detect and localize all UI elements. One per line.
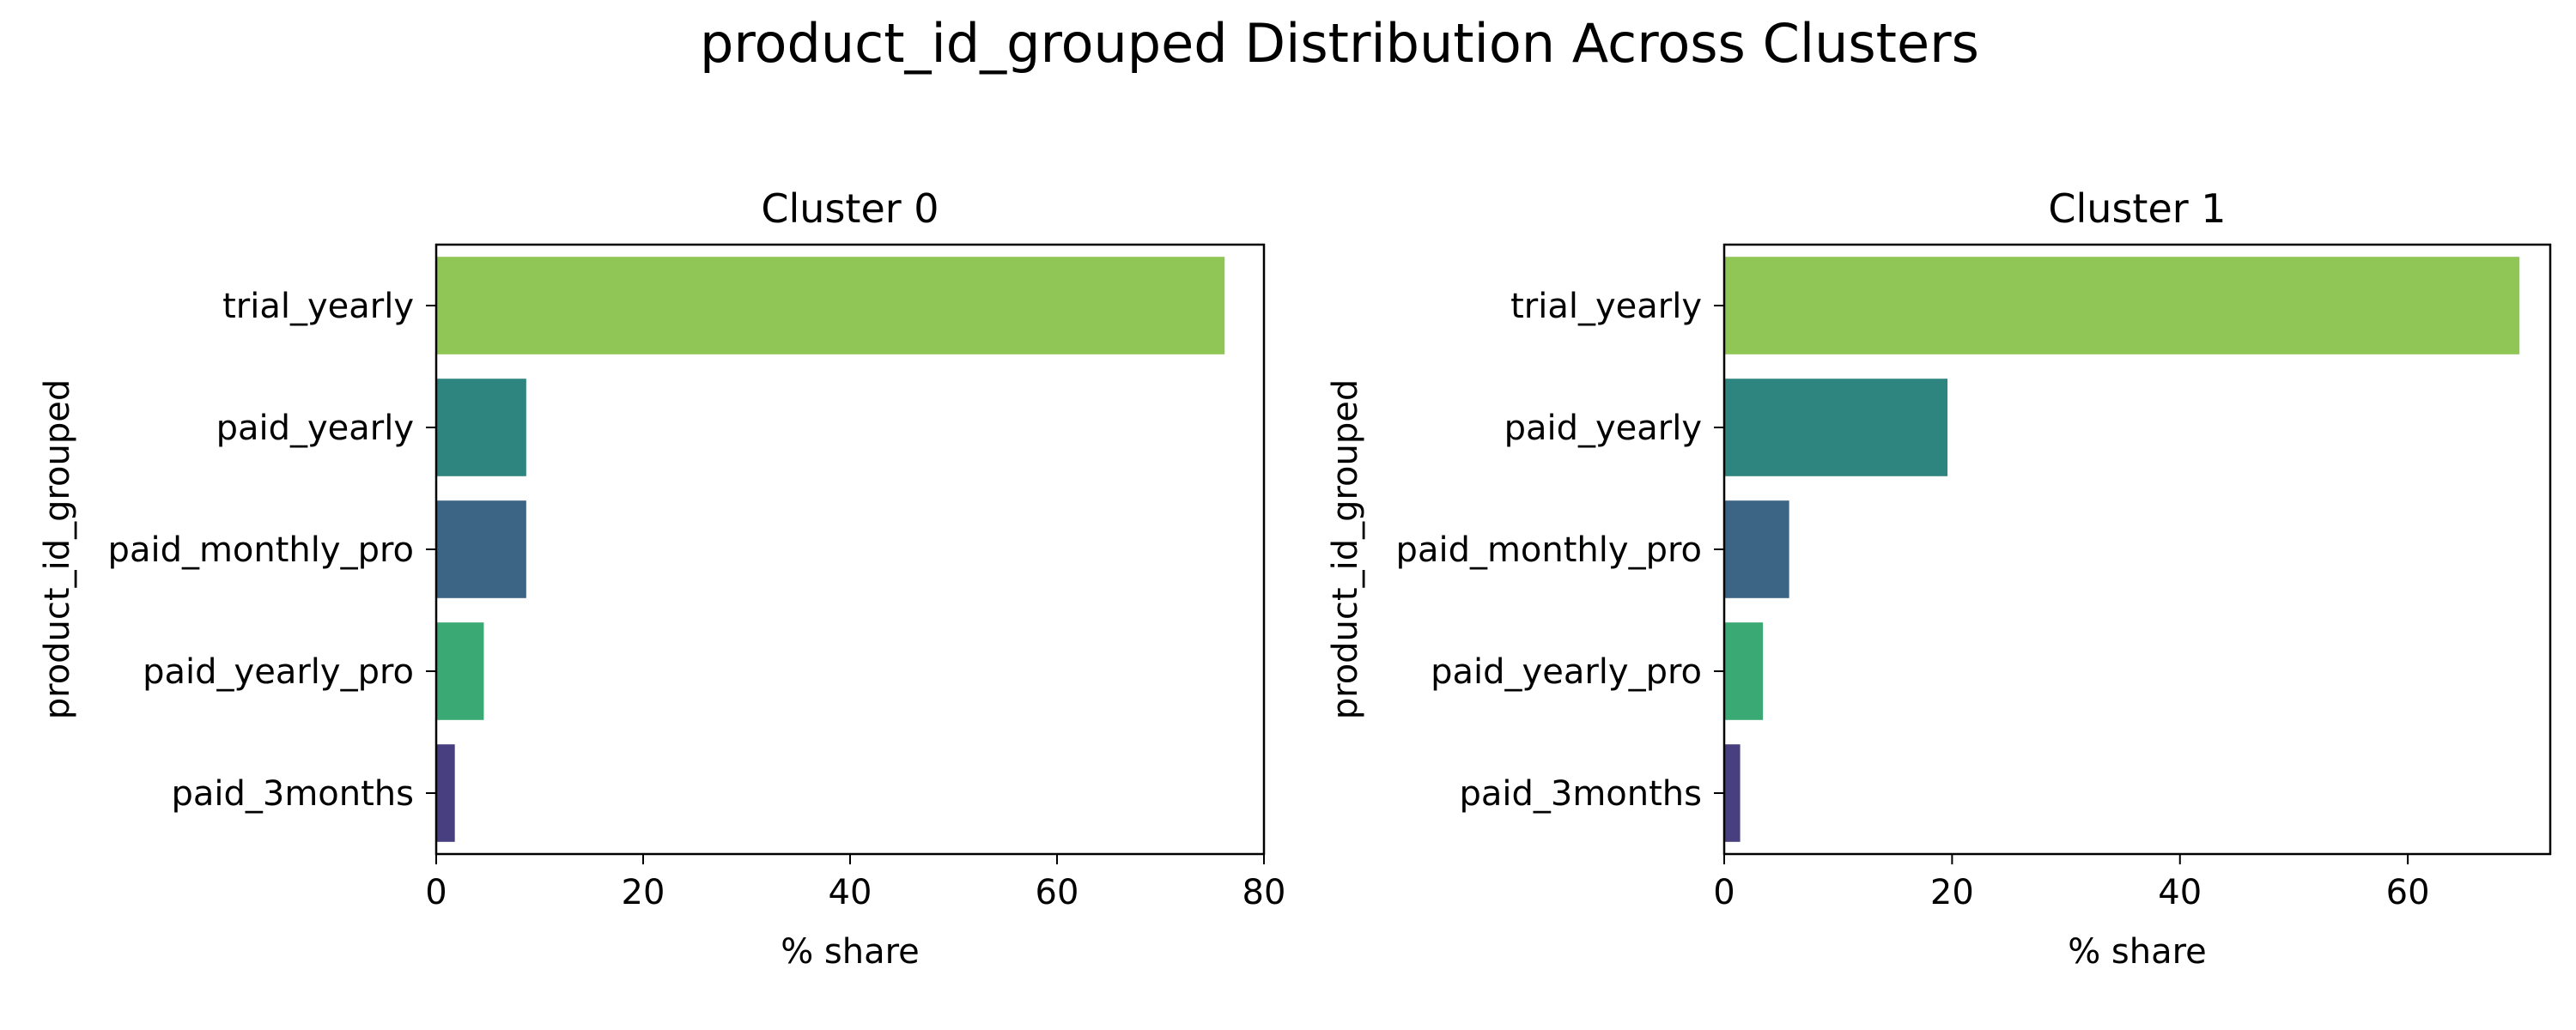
- y-tick-label: trial_yearly: [1510, 287, 1702, 326]
- x-tick-label: 20: [1930, 873, 1974, 912]
- y-tick-label: paid_yearly_pro: [143, 652, 414, 692]
- x-tick-label: 80: [1242, 873, 1286, 912]
- x-tick-label: 60: [1036, 873, 1079, 912]
- bar-paid_monthly_pro: [1724, 500, 1789, 598]
- y-tick-label: paid_3months: [1459, 774, 1702, 814]
- bar-paid_yearly: [1724, 379, 1948, 476]
- x-tick-label: 40: [2158, 873, 2202, 912]
- x-axis-label: % share: [2068, 932, 2207, 972]
- y-tick-label: paid_monthly_pro: [1396, 530, 1702, 570]
- y-tick-label: trial_yearly: [222, 287, 414, 326]
- y-axis-label: product_id_grouped: [38, 379, 77, 720]
- y-tick-label: paid_yearly: [1504, 409, 1702, 448]
- x-tick-label: 40: [829, 873, 872, 912]
- x-tick-label: 20: [622, 873, 665, 912]
- figure-title: product_id_grouped Distribution Across C…: [700, 12, 1979, 75]
- panel-title: Cluster 1: [2048, 185, 2226, 232]
- x-axis-label: % share: [781, 932, 920, 972]
- y-tick-label: paid_3months: [171, 774, 414, 814]
- bar-paid_yearly: [436, 379, 526, 476]
- x-tick-label: 0: [425, 873, 447, 912]
- y-tick-label: paid_monthly_pro: [108, 530, 414, 570]
- bar-paid_yearly_pro: [436, 622, 484, 720]
- x-tick-label: 60: [2386, 873, 2430, 912]
- y-axis-label: product_id_grouped: [1326, 379, 1365, 720]
- bar-paid_3months: [1724, 744, 1741, 842]
- panel-cluster-0: trial_yearlypaid_yearlypaid_monthly_prop…: [38, 185, 1285, 972]
- axes-frame: [434, 243, 1266, 856]
- bar-paid_3months: [436, 744, 455, 842]
- y-tick-label: paid_yearly: [216, 409, 414, 448]
- axes-frame: [1722, 243, 2552, 856]
- panel-title: Cluster 0: [761, 185, 939, 232]
- x-tick-label: 0: [1713, 873, 1735, 912]
- y-tick-label: paid_yearly_pro: [1431, 652, 1702, 692]
- bar-trial_yearly: [1724, 257, 2520, 354]
- bar-paid_yearly_pro: [1724, 622, 1764, 720]
- bar-paid_monthly_pro: [436, 500, 526, 598]
- bar-trial_yearly: [436, 257, 1225, 354]
- panel-cluster-1: trial_yearlypaid_yearlypaid_monthly_prop…: [1326, 185, 2552, 972]
